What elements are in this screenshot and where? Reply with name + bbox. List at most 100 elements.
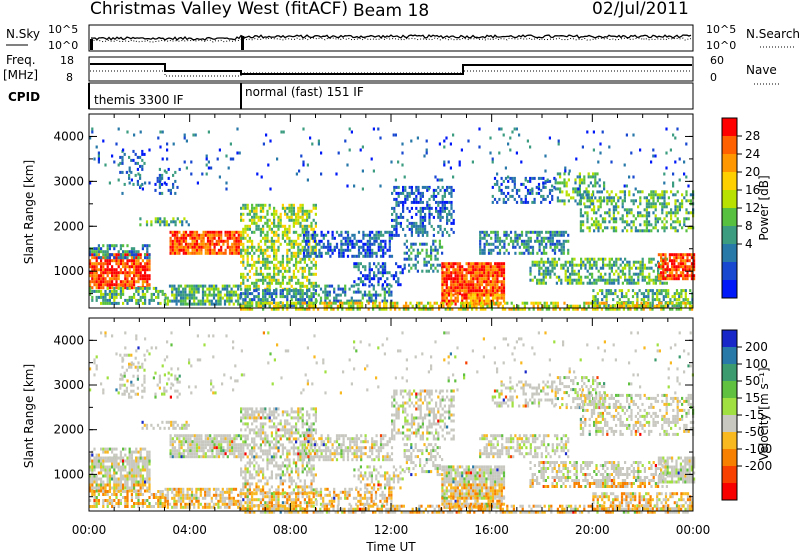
- heatmap-cell: [571, 272, 574, 276]
- heatmap-cell: [562, 233, 565, 237]
- heatmap-cell: [536, 236, 539, 240]
- heatmap-cell: [115, 462, 118, 466]
- heatmap-cell: [372, 307, 375, 311]
- heatmap-cell: [507, 251, 510, 255]
- heatmap-cell: [231, 230, 234, 234]
- heatmap-cell: [664, 289, 668, 293]
- heatmap-cell: [563, 181, 566, 185]
- heatmap-cell: [273, 289, 276, 293]
- heatmap-cell: [671, 259, 674, 263]
- heatmap-cell: [485, 239, 488, 243]
- heatmap-cell: [106, 471, 109, 475]
- heatmap-cell: [104, 468, 107, 472]
- heatmap-cell: [502, 280, 506, 284]
- heatmap-cell: [133, 277, 136, 281]
- heatmap-cell: [632, 278, 635, 282]
- heatmap-cell: [588, 196, 591, 200]
- heatmap-cell: [392, 133, 395, 137]
- heatmap-cell: [480, 299, 484, 303]
- heatmap-cell: [490, 230, 493, 234]
- heatmap-cell: [490, 236, 493, 240]
- heatmap-cell: [246, 260, 249, 264]
- heatmap-cell: [191, 236, 194, 240]
- heatmap-cell: [666, 262, 669, 266]
- heatmap-cell: [193, 251, 196, 255]
- heatmap-cell: [540, 257, 543, 261]
- heatmap-cell: [538, 233, 541, 237]
- heatmap-cell: [619, 275, 622, 279]
- heatmap-cell: [297, 209, 300, 213]
- heatmap-cell: [134, 161, 137, 165]
- heatmap-cell: [536, 278, 539, 282]
- heatmap-cell: [686, 253, 689, 257]
- heatmap-cell: [165, 182, 168, 186]
- heatmap-cell: [450, 289, 453, 293]
- heatmap-cell: [200, 242, 203, 246]
- heatmap-cell: [410, 200, 413, 204]
- heatmap-cell: [641, 269, 644, 273]
- heatmap-cell: [161, 289, 164, 293]
- heatmap-cell: [616, 301, 619, 305]
- heatmap-cell: [301, 248, 304, 252]
- heatmap-cell: [133, 286, 136, 290]
- heatmap-cell: [658, 298, 661, 302]
- heatmap-cell: [486, 304, 489, 308]
- heatmap-cell: [277, 278, 280, 282]
- heatmap-cell: [268, 224, 271, 228]
- heatmap-cell: [248, 275, 251, 279]
- heatmap-cell: [504, 194, 508, 198]
- heatmap-cell: [626, 263, 629, 267]
- heatmap-cell: [612, 214, 615, 218]
- heatmap-cell: [161, 176, 164, 180]
- heatmap-cell: [383, 290, 386, 294]
- heatmap-cell: [608, 272, 611, 276]
- heatmap-cell: [273, 245, 276, 249]
- heatmap-cell: [312, 287, 315, 291]
- heatmap-cell: [288, 239, 291, 243]
- heatmap-cell: [91, 277, 94, 281]
- heatmap-cell: [176, 251, 179, 255]
- heatmap-cell: [251, 248, 254, 252]
- heatmap-cell: [268, 301, 271, 305]
- heatmap-cell: [483, 280, 486, 284]
- heatmap-cell: [675, 298, 679, 302]
- heatmap-cell: [452, 286, 455, 290]
- heatmap-cell: [641, 229, 644, 233]
- heatmap-cell: [544, 181, 547, 185]
- heatmap-cell: [156, 220, 160, 224]
- heatmap-cell: [89, 136, 92, 140]
- heatmap-cell: [489, 265, 492, 269]
- heatmap-cell: [658, 301, 661, 305]
- heatmap-cell: [539, 307, 542, 311]
- heatmap-cell: [217, 293, 220, 297]
- heatmap-cell: [536, 263, 539, 267]
- heatmap-cell: [416, 136, 419, 140]
- heatmap-cell: [368, 290, 371, 294]
- heatmap-cell: [377, 262, 380, 266]
- heatmap-cell: [643, 223, 646, 227]
- heatmap-cell: [359, 299, 362, 303]
- heatmap-cell: [660, 289, 663, 293]
- heatmap-cell: [275, 230, 278, 234]
- heatmap-cell: [636, 304, 639, 308]
- heatmap-cell: [275, 254, 278, 258]
- heatmap-cell: [683, 172, 686, 176]
- heatmap-cell: [540, 200, 543, 204]
- heatmap-cell: [128, 295, 131, 299]
- heatmap-cell: [458, 277, 462, 281]
- heatmap-cell: [670, 223, 673, 227]
- heatmap-cell: [299, 260, 302, 264]
- heatmap-cell: [310, 304, 313, 308]
- heatmap-cell: [148, 181, 151, 185]
- heatmap-cell: [652, 211, 655, 215]
- heatmap-cell: [513, 176, 516, 180]
- heatmap-cell: [490, 242, 493, 246]
- heatmap-cell: [309, 254, 312, 258]
- heatmap-cell: [113, 253, 116, 257]
- heatmap-cell: [401, 142, 404, 146]
- heatmap-cell: [331, 230, 334, 234]
- heatmap-cell: [189, 236, 192, 240]
- heatmap-cell: [406, 224, 409, 228]
- heatmap-cell: [303, 230, 306, 234]
- heatmap-cell: [502, 296, 506, 300]
